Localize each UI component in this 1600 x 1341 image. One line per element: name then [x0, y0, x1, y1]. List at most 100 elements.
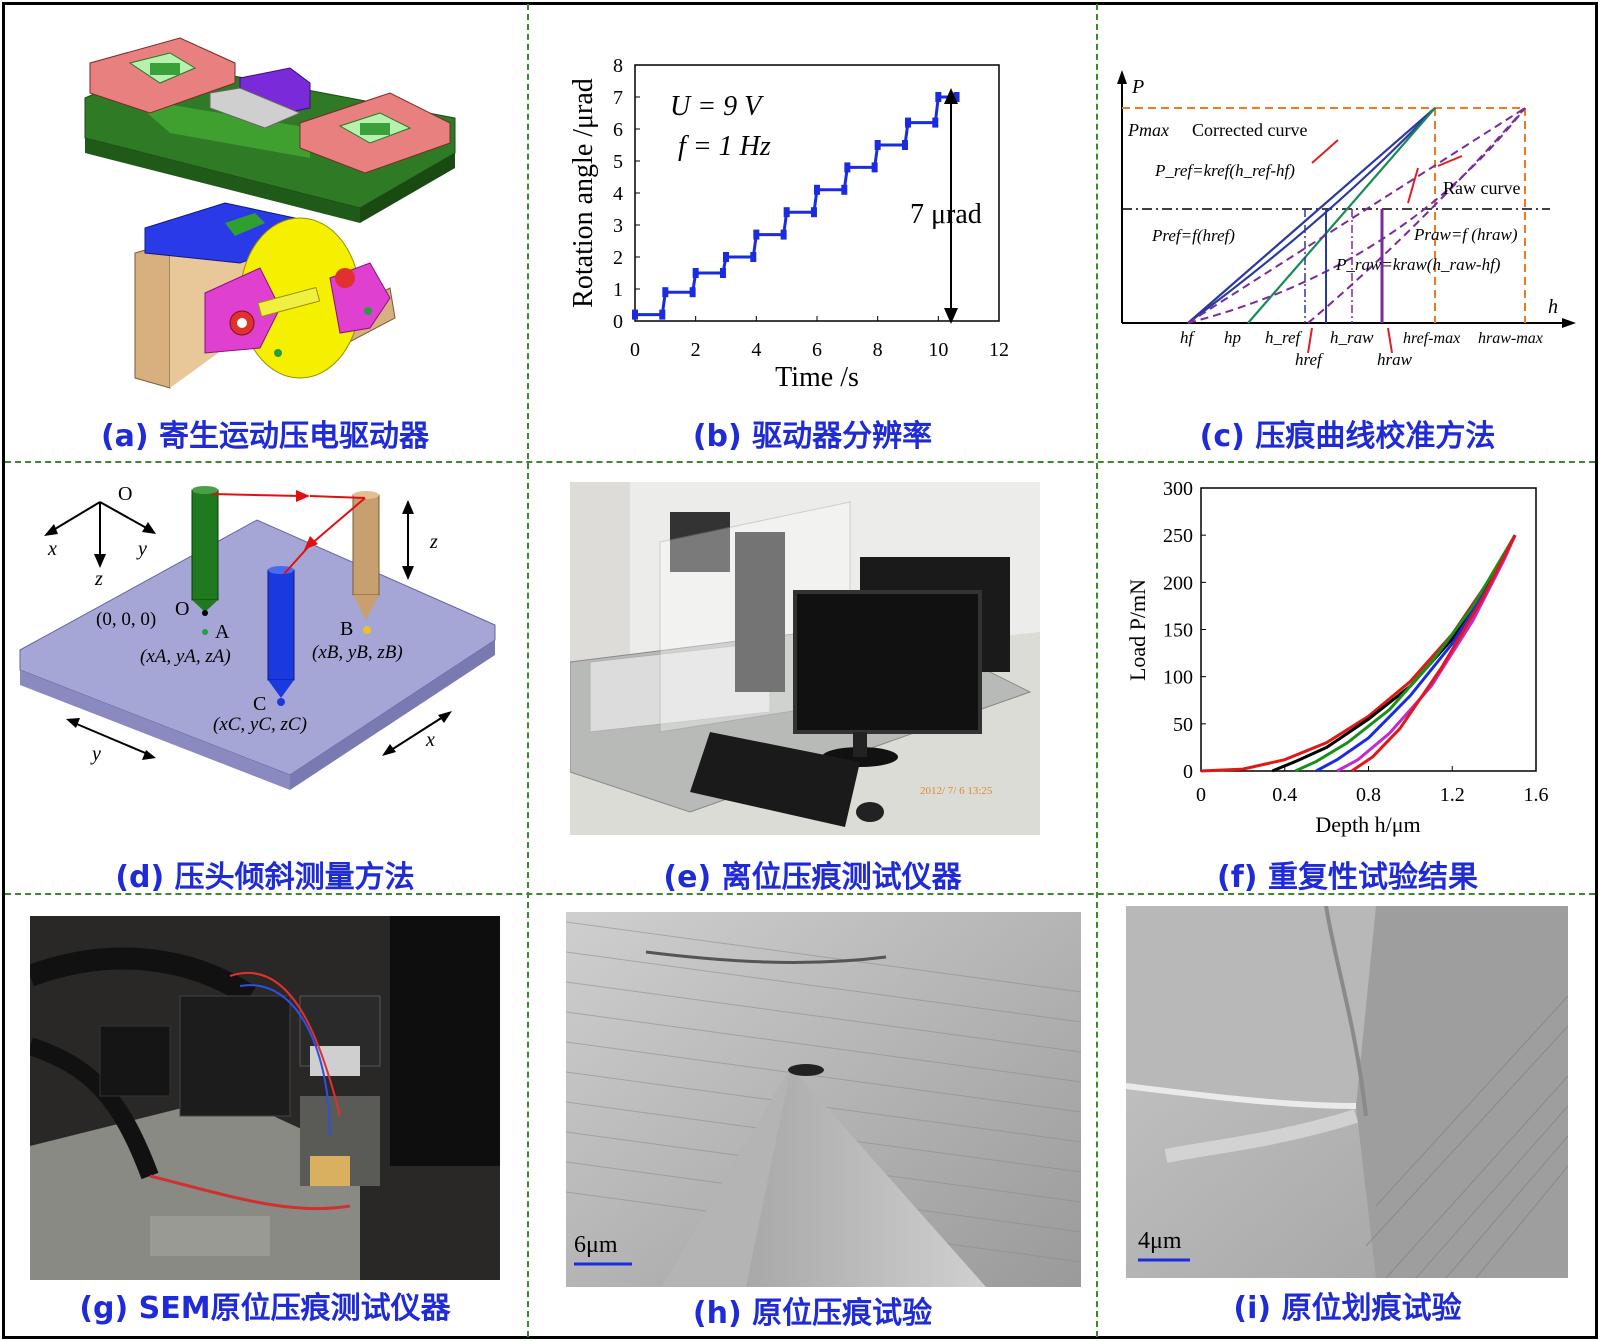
chart-f-unloading-curve-5	[1350, 534, 1517, 773]
d-axis-x: x	[47, 538, 57, 560]
chart-b-xtick-label: 2	[691, 339, 701, 361]
chart-b-ytick-label: 0	[613, 311, 623, 333]
caption-c: (c) 压痕曲线校准方法	[1199, 419, 1496, 454]
chart-f-ytick-label: 250	[1163, 525, 1193, 547]
chart-b-point	[632, 309, 638, 320]
chart-b-xtick-label: 6	[812, 339, 822, 361]
chart-b-point	[932, 117, 939, 128]
chart-b-point	[750, 252, 757, 262]
actuator-cad-drawing	[84, 37, 456, 389]
c-eq-pref-func: Pref=f(href)	[1151, 226, 1235, 245]
panel-d: O x y z z	[10, 470, 520, 895]
chart-f-xtick-label: 0.8	[1356, 784, 1381, 806]
chart-b-point	[871, 162, 878, 173]
divider-v2	[1096, 4, 1098, 1337]
chart-b-xtick-label: 12	[989, 339, 1009, 361]
c-x-axis-label: h	[1548, 296, 1558, 318]
chart-f-xtick-label: 0.4	[1272, 784, 1297, 806]
chart-b-point	[841, 184, 848, 195]
chart-b-point	[662, 287, 669, 298]
i-scale-bar-label: 4μm	[1138, 1228, 1182, 1254]
chart-b-annotation-frequency: f = 1 Hz	[678, 131, 771, 162]
chart-b-ytick-label: 3	[613, 215, 623, 237]
tilt-measurement-diagram: O x y z z	[19, 483, 496, 790]
panel-b: 0 2 4 6 8 10 12 0 1 2 3 4 5 6 7 8 U = 9 V f = 1 Hz 7 μr…	[530, 8, 1095, 458]
d-point-a: A	[215, 621, 230, 643]
d-plate-x: x	[425, 729, 435, 751]
chart-b-point	[659, 309, 666, 320]
chart-b-point	[723, 252, 729, 262]
chart-b-point	[692, 268, 699, 278]
c-eq-praw-linear: P_raw=kraw(h_raw-hf)	[1335, 255, 1501, 274]
caption-e: (e) 离位压痕测试仪器	[663, 860, 962, 895]
chart-b-ylabel: Rotation angle /μrad	[568, 78, 599, 308]
indentation-calibration-diagram: P h Pmax Corrected curve Raw curve P_ref…	[1117, 70, 1576, 369]
arrow-raw-curve	[1437, 155, 1463, 167]
panel-e: 2012/ 7/ 6 13:25 (e) 离位压痕测试仪器	[530, 470, 1095, 895]
chart-f: 0 0.4 0.8 1.2 1.6 0 50 100 150 200 250 300 Depth h/…	[1125, 478, 1549, 837]
panel-c: P h Pmax Corrected curve Raw curve P_ref…	[1100, 8, 1595, 458]
chart-b-point	[905, 117, 911, 128]
c-tick-href-max: href-max	[1403, 330, 1460, 347]
chart-b-point	[780, 229, 787, 240]
d-coord-a: (xA, yA, zA)	[140, 646, 231, 667]
chart-b-ytick-label: 5	[613, 151, 623, 173]
chart-b-point	[810, 207, 817, 218]
chart-b-ytick-label: 4	[613, 183, 623, 205]
c-tick-hf: hf	[1180, 328, 1196, 347]
caption-h: (h) 原位压痕试验	[692, 1296, 933, 1331]
d-axis-y: y	[136, 538, 147, 560]
chart-b-ytick-label: 7	[613, 87, 623, 109]
insitu-indentation-sem-image: 6μm	[566, 912, 1081, 1287]
divider-v1	[527, 4, 529, 1337]
chart-b-point	[935, 92, 942, 102]
chart-b-ytick-label: 6	[613, 119, 623, 141]
chart-b-ytick-label: 8	[613, 55, 623, 77]
divider-h2	[5, 893, 1595, 895]
chart-f-xtick-label: 1.2	[1440, 784, 1465, 806]
c-tick-h-raw: h_raw	[1330, 328, 1374, 347]
offsite-instrument-photo: 2012/ 7/ 6 13:25	[570, 482, 1040, 835]
caption-i: (i) 原位划痕试验	[1233, 1291, 1462, 1326]
c-tick-h-ref: h_ref	[1265, 328, 1303, 347]
sem-insitu-instrument-photo	[30, 916, 500, 1280]
c-label-raw: Raw curve	[1443, 178, 1520, 198]
chart-f-ytick-label: 200	[1163, 572, 1193, 594]
caption-g: (g) SEM原位压痕测试仪器	[79, 1291, 451, 1326]
c-label-corrected: Corrected curve	[1192, 120, 1307, 140]
x-axis-arrow-icon	[1562, 318, 1576, 328]
divider-h1	[5, 461, 1595, 463]
chart-b-arrowhead-bottom	[944, 308, 958, 324]
c-eq-praw-func: Praw=f (hraw)	[1413, 225, 1518, 244]
chart-b-xtick-label: 0	[630, 339, 640, 361]
chart-f-xtick-label: 0	[1196, 784, 1206, 806]
panel-g: (g) SEM原位压痕测试仪器	[10, 900, 520, 1338]
chart-b-point	[689, 287, 696, 298]
e-photo-timestamp: 2012/ 7/ 6 13:25	[920, 785, 993, 797]
chart-f-plot-area	[1200, 487, 1537, 772]
d-origin-label: O	[118, 483, 132, 505]
c-eq-pref-linear: P_ref=kref(h_ref-hf)	[1154, 161, 1295, 180]
arrow-corrected-curve	[1311, 139, 1339, 164]
chart-f-xtick-label: 1.6	[1524, 784, 1549, 806]
chart-f-ytick-label: 100	[1163, 667, 1193, 689]
chart-b-point	[814, 184, 820, 195]
c-y-axis-label: P	[1131, 76, 1144, 98]
caption-b: (b) 驱动器分辨率	[692, 419, 933, 454]
chart-b-annotation-span: 7 μrad	[910, 199, 982, 230]
chart-b-point	[753, 229, 760, 240]
d-plate-y: y	[90, 743, 101, 765]
h-scale-bar-label: 6μm	[574, 1232, 618, 1258]
chart-b-point	[953, 92, 960, 102]
chart-b-xtick-label: 10	[928, 339, 948, 361]
d-point-o: O	[175, 598, 189, 620]
y-axis-arrow-icon	[1117, 70, 1127, 84]
chart-b-point	[783, 207, 790, 218]
chart-f-ytick-label: 0	[1183, 761, 1193, 783]
c-pmax-label: Pmax	[1127, 120, 1169, 140]
chart-f-ytick-label: 300	[1163, 478, 1193, 500]
chart-b-annotation-voltage: U = 9 V	[670, 91, 764, 122]
chart-f-ytick-label: 150	[1163, 620, 1193, 642]
